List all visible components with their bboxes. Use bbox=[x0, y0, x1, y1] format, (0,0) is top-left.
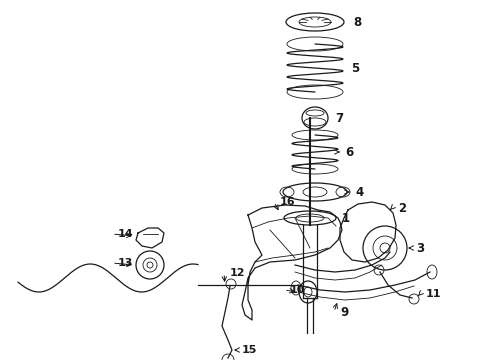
Text: 6: 6 bbox=[345, 145, 353, 158]
Text: 8: 8 bbox=[353, 15, 361, 28]
Text: 15: 15 bbox=[242, 345, 257, 355]
Text: 10: 10 bbox=[290, 285, 305, 295]
Text: 12: 12 bbox=[230, 268, 245, 278]
Text: 2: 2 bbox=[398, 202, 406, 215]
Text: 1: 1 bbox=[342, 211, 350, 225]
Text: 4: 4 bbox=[355, 185, 363, 198]
Text: 13: 13 bbox=[118, 258, 133, 268]
Text: 5: 5 bbox=[351, 62, 359, 75]
Text: 14: 14 bbox=[118, 229, 134, 239]
Text: 16: 16 bbox=[280, 197, 295, 207]
Text: 3: 3 bbox=[416, 242, 424, 255]
Text: 7: 7 bbox=[335, 112, 343, 125]
Text: 11: 11 bbox=[426, 289, 441, 299]
Text: 9: 9 bbox=[340, 306, 348, 319]
